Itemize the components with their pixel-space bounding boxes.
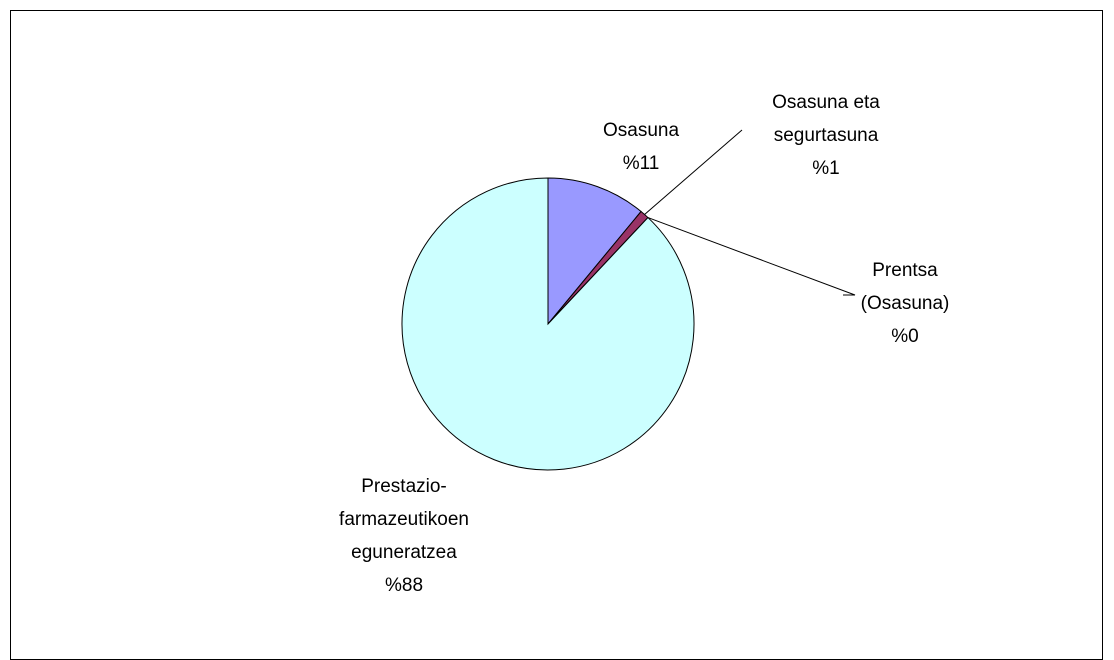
pie-slice	[547, 177, 642, 326]
slice-label: Osasuna eta segurtasuna %1	[746, 86, 906, 185]
slice-value-label: %0	[891, 326, 919, 347]
slice-value-label: %1	[812, 158, 840, 179]
slice-value-label: %88	[384, 575, 424, 596]
slice-category: Osasuna	[602, 120, 680, 141]
slice-label: Prestazio-farmazeutikoen eguneratzea %88	[322, 470, 487, 602]
slice-label: Prentsa (Osasuna) %0	[845, 254, 965, 353]
leader-line	[644, 129, 743, 215]
slice-label: Osasuna %11	[581, 114, 701, 180]
slice-category: Prentsa (Osasuna)	[860, 260, 950, 314]
slice-value-label: %11	[622, 153, 660, 174]
pie-slice	[401, 177, 695, 471]
slice-category: Prestazio-farmazeutikoen eguneratzea	[339, 476, 469, 563]
leader-line	[647, 217, 856, 296]
slice-category: Osasuna eta segurtasuna	[772, 92, 880, 146]
